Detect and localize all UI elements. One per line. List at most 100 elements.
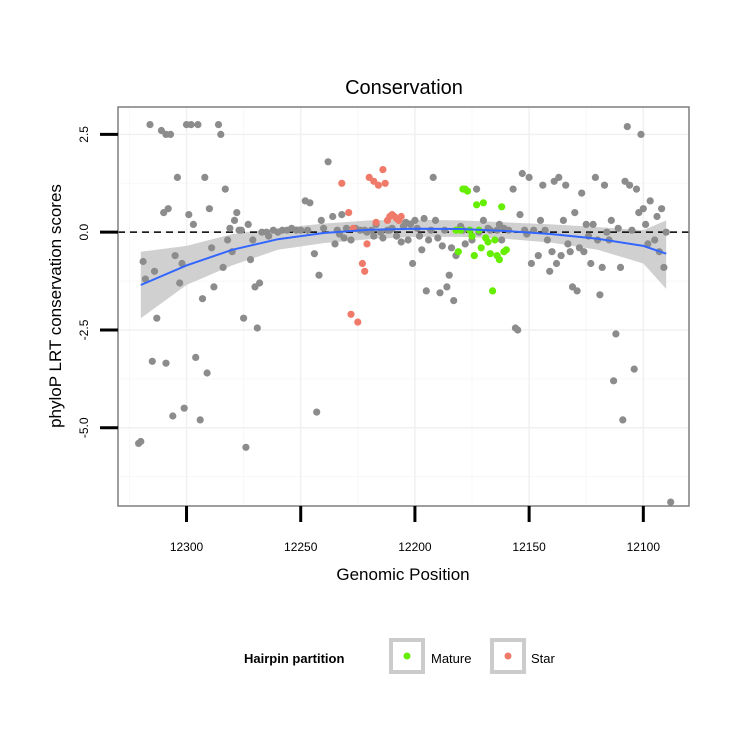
point-other <box>429 173 437 181</box>
legend-title: Hairpin partition <box>244 651 344 666</box>
legend-label-mature: Mature <box>431 651 471 666</box>
x-tick-label: 12250 <box>284 540 318 554</box>
smooth-curve <box>140 227 667 286</box>
point-other <box>582 220 590 228</box>
x-tick-label: 12200 <box>398 540 432 554</box>
point-other <box>219 263 227 271</box>
point-other <box>246 256 255 264</box>
point-other <box>541 226 549 234</box>
point-other <box>562 181 570 189</box>
point-other <box>164 205 172 213</box>
point-other <box>194 121 202 129</box>
point-other <box>148 357 156 365</box>
point-other <box>658 205 666 213</box>
point-other <box>628 226 636 234</box>
point-other <box>578 189 586 197</box>
point-other <box>534 252 542 260</box>
point-other <box>514 326 522 334</box>
point-mature <box>477 244 485 252</box>
point-mature <box>484 238 492 246</box>
point-other <box>447 244 456 252</box>
point-other <box>192 353 200 361</box>
point-other <box>210 283 218 291</box>
point-other <box>425 236 433 244</box>
plot-area <box>117 106 690 507</box>
point-other <box>418 246 426 254</box>
point-other <box>623 123 631 131</box>
point-other <box>600 181 609 189</box>
point-other <box>329 212 337 221</box>
point-other <box>221 185 229 193</box>
point-other <box>297 226 305 234</box>
point-other <box>256 279 264 287</box>
point-other <box>265 232 273 240</box>
y-tick-label: 0.0 <box>77 224 91 241</box>
point-other <box>603 228 611 236</box>
point-other <box>150 267 159 275</box>
point-mature <box>463 187 472 195</box>
point-mature <box>457 226 465 234</box>
x-axis-title: Genomic Position <box>336 565 469 584</box>
point-other <box>548 248 556 256</box>
point-other <box>203 369 211 377</box>
x-tick-label: 12100 <box>627 540 661 554</box>
point-other <box>434 234 442 242</box>
point-other <box>607 216 615 224</box>
point-mature <box>454 248 462 256</box>
point-other <box>525 173 533 181</box>
point-other <box>630 365 638 373</box>
legend: Hairpin partition Mature Star <box>244 638 556 674</box>
point-other <box>404 236 412 244</box>
point-other <box>139 257 147 266</box>
x-axis: 12300 12250 12200 12150 12100 <box>170 506 660 554</box>
point-other <box>598 263 606 271</box>
point-other <box>571 209 579 217</box>
point-star <box>358 259 366 268</box>
point-other <box>573 287 581 295</box>
point-mature <box>491 236 499 244</box>
point-other <box>310 250 318 258</box>
point-mature <box>470 252 478 260</box>
point-other <box>331 240 339 248</box>
point-other <box>146 121 154 129</box>
point-other <box>185 211 193 219</box>
point-star <box>361 267 369 275</box>
point-other <box>317 216 325 224</box>
point-other <box>240 314 248 322</box>
point-other <box>214 121 223 129</box>
point-other <box>422 287 430 295</box>
point-other <box>169 412 177 420</box>
chart-title: Conservation <box>345 77 463 99</box>
point-other <box>304 226 312 234</box>
y-tick-label: -5.0 <box>77 417 91 438</box>
point-other <box>230 216 239 224</box>
point-other <box>176 279 184 287</box>
point-other <box>249 236 257 244</box>
point-other <box>653 212 661 221</box>
y-tick-label: -2.5 <box>77 319 91 340</box>
point-other <box>338 211 346 219</box>
point-other <box>580 248 588 256</box>
point-other <box>237 226 245 234</box>
point-other <box>667 498 675 506</box>
point-star <box>363 240 371 248</box>
point-other <box>546 267 554 275</box>
point-other <box>438 242 446 250</box>
point-other <box>527 259 536 268</box>
confidence-band <box>140 219 667 319</box>
point-mature <box>468 232 476 240</box>
point-other <box>662 228 670 236</box>
point-other <box>162 359 170 367</box>
point-other <box>242 443 250 451</box>
x-tick-label: 12300 <box>170 540 204 554</box>
point-star <box>338 179 346 187</box>
point-other <box>315 271 323 279</box>
data-points <box>135 121 675 506</box>
point-mature <box>479 199 487 207</box>
gridlines <box>118 107 689 506</box>
point-star <box>354 318 362 326</box>
point-other <box>233 209 241 217</box>
legend-marker-star <box>504 652 512 660</box>
point-mature <box>495 256 503 264</box>
